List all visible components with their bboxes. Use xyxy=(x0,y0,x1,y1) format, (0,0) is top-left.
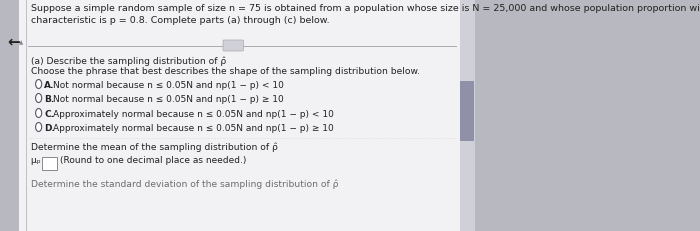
Text: Determine the mean of the sampling distribution of ρ̂: Determine the mean of the sampling distr… xyxy=(31,141,277,151)
Text: ←: ← xyxy=(7,34,20,49)
Text: Approximately normal because n ≤ 0.05N and np(1 − p) < 10: Approximately normal because n ≤ 0.05N a… xyxy=(53,109,334,119)
Circle shape xyxy=(36,80,42,89)
Text: Not normal because n ≤ 0.05N and np(1 − p) ≥ 10: Not normal because n ≤ 0.05N and np(1 − … xyxy=(53,94,284,103)
Bar xyxy=(460,0,475,231)
Text: Suppose a simple random sample of size n = 75 is obtained from a population whos: Suppose a simple random sample of size n… xyxy=(31,4,700,13)
Text: characteristic is p = 0.8. Complete parts (a) through (c) below.: characteristic is p = 0.8. Complete part… xyxy=(31,16,329,25)
Bar xyxy=(26,0,27,231)
FancyBboxPatch shape xyxy=(223,41,244,52)
Text: Not normal because n ≤ 0.05N and np(1 − p) < 10: Not normal because n ≤ 0.05N and np(1 − … xyxy=(53,81,284,90)
Text: (Round to one decimal place as needed.): (Round to one decimal place as needed.) xyxy=(60,155,246,164)
Text: ▲: ▲ xyxy=(19,40,23,45)
Text: B.: B. xyxy=(44,94,55,103)
Text: Choose the phrase that best describes the shape of the sampling distribution bel: Choose the phrase that best describes th… xyxy=(31,67,419,76)
Text: C.: C. xyxy=(44,109,54,119)
Text: μₚ =: μₚ = xyxy=(31,155,51,164)
Text: Determine the standard deviation of the sampling distribution of ρ̂: Determine the standard deviation of the … xyxy=(31,179,338,189)
Bar xyxy=(0,0,19,231)
Text: (a) Describe the sampling distribution of ρ̂: (a) Describe the sampling distribution o… xyxy=(31,56,226,65)
Text: Approximately normal because n ≤ 0.05N and np(1 − p) ≥ 10: Approximately normal because n ≤ 0.05N a… xyxy=(53,123,334,132)
Circle shape xyxy=(36,123,42,132)
FancyBboxPatch shape xyxy=(42,157,57,170)
Circle shape xyxy=(36,109,42,118)
Text: D.: D. xyxy=(44,123,55,132)
Circle shape xyxy=(36,94,42,103)
Text: A.: A. xyxy=(44,81,55,90)
Bar xyxy=(461,82,474,141)
